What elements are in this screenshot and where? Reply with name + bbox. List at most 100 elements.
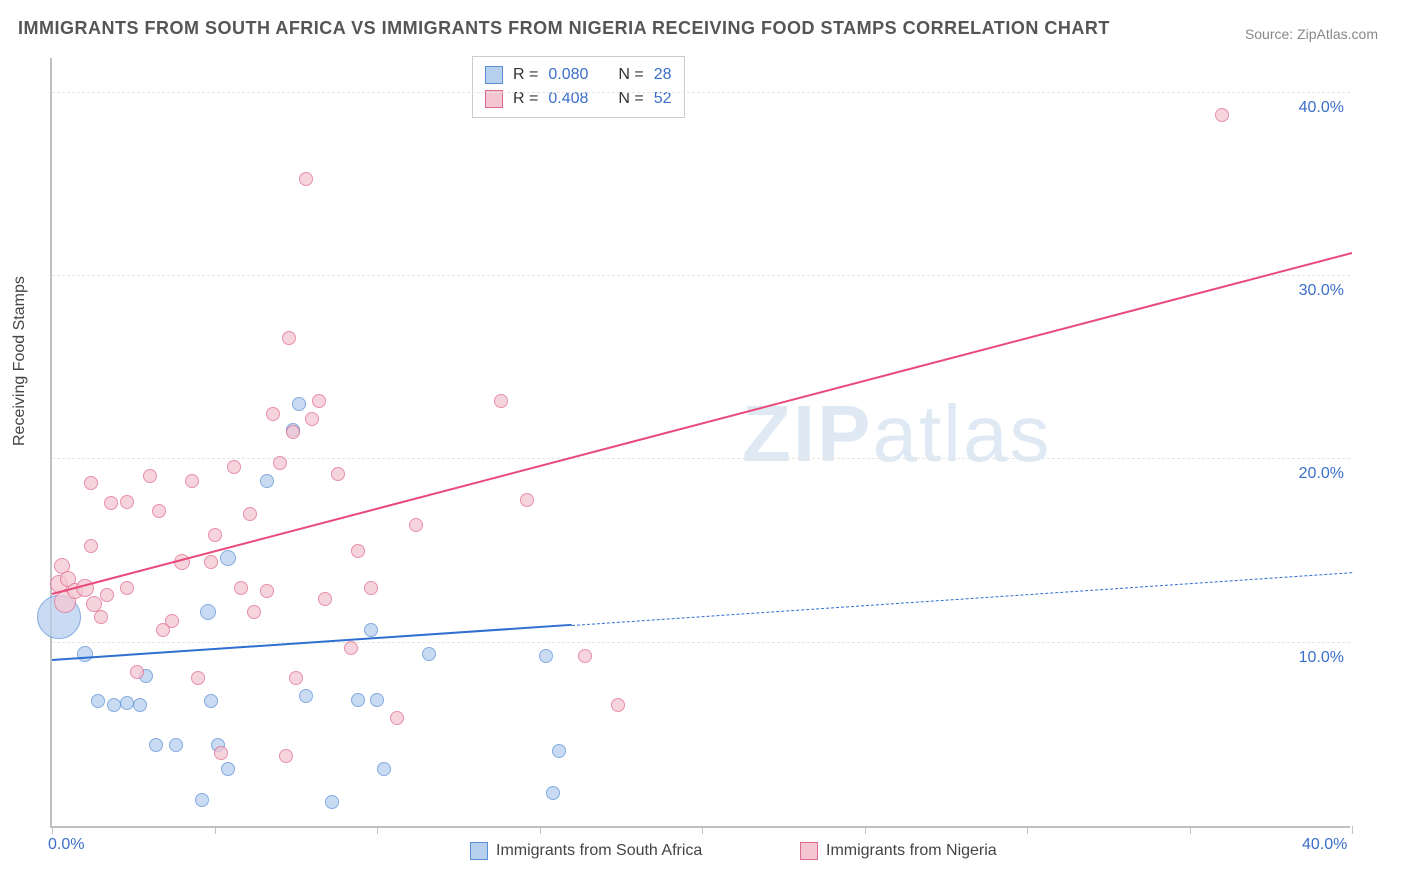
scatter-point (221, 762, 235, 776)
scatter-point (104, 496, 118, 510)
scatter-point (220, 550, 236, 566)
scatter-point (312, 394, 326, 408)
scatter-point (100, 588, 114, 602)
stat-n-label: N = (618, 63, 643, 87)
scatter-point (351, 693, 365, 707)
source-label: Source: ZipAtlas.com (1245, 26, 1378, 42)
scatter-point (578, 649, 592, 663)
stat-r-label: R = (513, 63, 538, 87)
stat-r-ng: 0.408 (548, 87, 588, 111)
scatter-point (299, 689, 313, 703)
y-axis-label: Receiving Food Stamps (11, 276, 29, 446)
scatter-point (204, 555, 218, 569)
legend-stats-row-ng: R = 0.408 N = 52 (485, 87, 672, 111)
x-tick (1190, 826, 1191, 834)
scatter-point (539, 649, 553, 663)
scatter-point (325, 795, 339, 809)
scatter-point (214, 746, 228, 760)
gridline (52, 642, 1350, 643)
x-tick (540, 826, 541, 834)
scatter-point (546, 786, 560, 800)
scatter-point (273, 456, 287, 470)
x-tick (1352, 826, 1353, 834)
scatter-point (1215, 108, 1229, 122)
legend-label-ng: Immigrants from Nigeria (826, 842, 997, 860)
scatter-point (422, 647, 436, 661)
scatter-point (390, 711, 404, 725)
scatter-point (520, 493, 534, 507)
plot-area: ZIPatlas R = 0.080 N = 28 R = 0.408 N = … (50, 58, 1350, 828)
scatter-point (611, 698, 625, 712)
x-tick (1027, 826, 1028, 834)
scatter-point (84, 539, 98, 553)
scatter-point (364, 581, 378, 595)
scatter-point (152, 504, 166, 518)
scatter-point (351, 544, 365, 558)
x-tick (865, 826, 866, 834)
scatter-point (292, 397, 306, 411)
scatter-point (227, 460, 241, 474)
swatch-sa (485, 66, 503, 84)
gridline (52, 92, 1350, 93)
y-tick-label: 30.0% (1299, 282, 1344, 300)
scatter-point (552, 744, 566, 758)
scatter-point (377, 762, 391, 776)
y-tick-label: 40.0% (1299, 99, 1344, 117)
scatter-point (494, 394, 508, 408)
legend-stats-box: R = 0.080 N = 28 R = 0.408 N = 52 (472, 56, 685, 118)
scatter-point (279, 749, 293, 763)
swatch-sa-bottom (470, 842, 488, 860)
chart-title: IMMIGRANTS FROM SOUTH AFRICA VS IMMIGRAN… (18, 18, 1110, 39)
scatter-point (120, 495, 134, 509)
scatter-point (77, 646, 93, 662)
scatter-point (289, 671, 303, 685)
scatter-point (107, 698, 121, 712)
scatter-point (260, 474, 274, 488)
scatter-point (169, 738, 183, 752)
scatter-point (120, 581, 134, 595)
x-tick (702, 826, 703, 834)
scatter-point (364, 623, 378, 637)
y-tick-label: 10.0% (1299, 649, 1344, 667)
scatter-point (130, 665, 144, 679)
scatter-point (286, 425, 300, 439)
swatch-ng (485, 90, 503, 108)
stat-r-sa: 0.080 (548, 63, 588, 87)
scatter-point (200, 604, 216, 620)
gridline (52, 275, 1350, 276)
scatter-point (185, 474, 199, 488)
scatter-point (266, 407, 280, 421)
scatter-point (305, 412, 319, 426)
scatter-point (84, 476, 98, 490)
scatter-point (247, 605, 261, 619)
scatter-point (120, 696, 134, 710)
scatter-point (282, 331, 296, 345)
scatter-point (208, 528, 222, 542)
scatter-point (409, 518, 423, 532)
stat-n-sa: 28 (654, 63, 672, 87)
scatter-point (91, 694, 105, 708)
stat-r-label: R = (513, 87, 538, 111)
legend-stats-row-sa: R = 0.080 N = 28 (485, 63, 672, 87)
x-tick (52, 826, 53, 834)
scatter-point (204, 694, 218, 708)
trend-line (52, 252, 1352, 595)
bottom-legend-sa: Immigrants from South Africa (470, 842, 702, 860)
stat-n-ng: 52 (654, 87, 672, 111)
stat-n-label: N = (618, 87, 643, 111)
scatter-point (94, 610, 108, 624)
scatter-point (149, 738, 163, 752)
scatter-point (195, 793, 209, 807)
scatter-point (143, 469, 157, 483)
legend-label-sa: Immigrants from South Africa (496, 842, 702, 860)
swatch-ng-bottom (800, 842, 818, 860)
scatter-point (344, 641, 358, 655)
scatter-point (260, 584, 274, 598)
scatter-point (243, 507, 257, 521)
bottom-legend-ng: Immigrants from Nigeria (800, 842, 997, 860)
scatter-point (299, 172, 313, 186)
trend-line (572, 572, 1352, 626)
gridline (52, 458, 1350, 459)
scatter-point (191, 671, 205, 685)
x-tick-label: 0.0% (48, 836, 84, 854)
